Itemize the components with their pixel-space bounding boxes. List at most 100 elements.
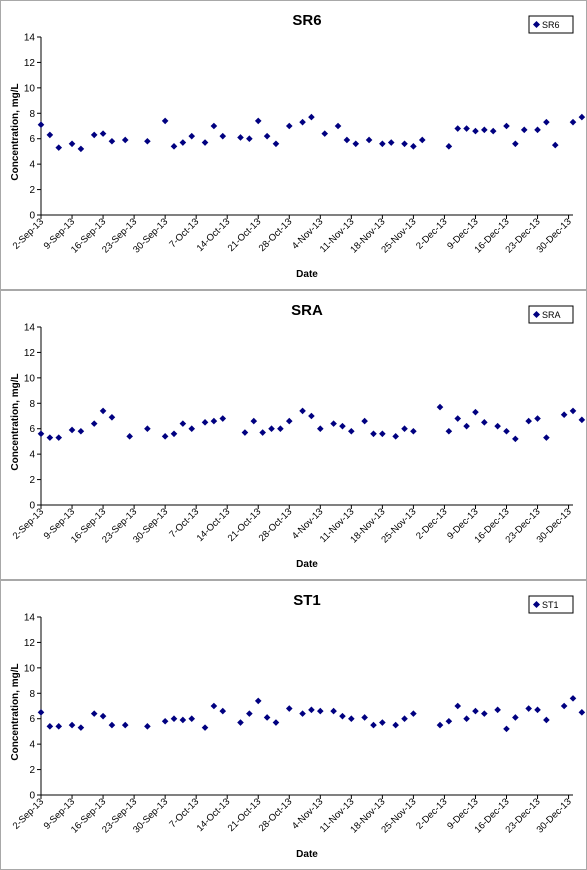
data-point [90, 420, 98, 427]
data-point [144, 723, 151, 730]
x-tick-label: 2-Dec-13 [414, 796, 449, 831]
data-point [210, 122, 218, 130]
data-point [179, 716, 187, 724]
x-axis-label: Date [296, 849, 318, 860]
data-point [512, 435, 519, 443]
data-point [361, 417, 368, 425]
data-point [445, 427, 453, 435]
data-point [201, 419, 209, 426]
data-point [445, 717, 453, 725]
data-point [201, 139, 209, 146]
data-point [560, 702, 568, 710]
data-series [37, 113, 586, 153]
data-point [90, 131, 98, 139]
chart-st1: ST1 ST1024681012142-Sep-139-Sep-1316-Sep-… [10, 592, 586, 860]
x-tick-label: 28-Oct-13 [257, 216, 295, 254]
data-point [277, 425, 284, 433]
x-tick-label: 2-Sep-13 [11, 216, 46, 251]
data-point [237, 719, 244, 726]
data-point [170, 430, 178, 438]
data-point [569, 118, 577, 126]
data-point [250, 417, 258, 425]
data-point [525, 705, 532, 712]
data-point [263, 714, 271, 721]
data-point [108, 413, 116, 421]
data-point [268, 425, 275, 433]
chart-title: SRA [291, 302, 323, 319]
y-tick-label: 10 [24, 83, 36, 94]
data-point [370, 430, 377, 438]
data-point [578, 416, 586, 424]
data-point [339, 712, 346, 720]
data-point [285, 705, 293, 712]
data-point [379, 719, 386, 726]
data-point [246, 135, 253, 143]
data-point [99, 407, 107, 415]
data-point [90, 710, 98, 717]
y-tick-label: 8 [29, 689, 35, 700]
data-point [299, 407, 306, 415]
data-point [299, 118, 306, 126]
data-point [330, 420, 337, 427]
data-point [436, 403, 444, 411]
y-tick-label: 0 [29, 211, 35, 222]
data-point [144, 137, 151, 145]
data-point [210, 702, 218, 710]
x-tick-label: 28-Oct-13 [257, 796, 295, 834]
data-point [321, 130, 329, 137]
y-tick-label: 14 [24, 323, 36, 334]
data-point [361, 714, 368, 721]
y-tick-label: 10 [24, 663, 36, 674]
data-point [494, 422, 501, 430]
data-point [463, 422, 470, 430]
data-point [77, 145, 85, 153]
data-point [543, 716, 550, 724]
data-point [161, 433, 169, 440]
legend: ST1 [528, 595, 574, 614]
data-point [481, 710, 488, 717]
y-tick-label: 0 [29, 791, 35, 802]
data-point [520, 126, 528, 134]
y-tick-label: 2 [29, 475, 35, 486]
legend-marker [532, 600, 541, 609]
y-tick-label: 14 [24, 33, 36, 44]
y-tick-label: 14 [24, 613, 36, 624]
data-point [481, 126, 488, 134]
data-point [299, 710, 306, 717]
data-point [494, 706, 501, 714]
y-tick-label: 4 [29, 160, 35, 171]
y-axis-label: Concentration, mg/L [10, 373, 21, 470]
chart-panel-st1: ST1 ST1 0 2 4 6 8 10 12 14 2-Sep-13 9-Sep-13 16-Sep-… [0, 580, 587, 870]
y-axis-label: Concentration, mg/L [10, 663, 21, 760]
legend-marker [532, 310, 541, 319]
y-tick-label: 10 [24, 373, 36, 384]
data-point [503, 122, 510, 130]
data-point [445, 143, 453, 150]
data-point [99, 130, 107, 137]
x-tick-label: 28-Oct-13 [257, 506, 295, 544]
data-point [285, 417, 293, 425]
data-point [254, 697, 262, 705]
legend-marker [532, 20, 541, 29]
data-point [330, 707, 337, 715]
data-series [37, 403, 586, 443]
data-point [472, 127, 479, 135]
data-point [387, 139, 395, 146]
data-point [170, 143, 178, 150]
data-point [512, 714, 519, 721]
data-point [285, 122, 293, 130]
data-point [463, 125, 470, 132]
data-point [365, 136, 373, 144]
data-point [543, 118, 550, 126]
data-point [170, 715, 178, 723]
data-point [161, 717, 169, 725]
data-point [512, 140, 519, 148]
data-point [308, 113, 315, 121]
data-point [37, 121, 45, 129]
data-point [188, 132, 196, 140]
data-point [201, 724, 209, 731]
data-point [454, 702, 462, 710]
data-point [489, 127, 497, 135]
x-axis-label: Date [296, 269, 318, 280]
y-tick-label: 6 [29, 424, 35, 435]
